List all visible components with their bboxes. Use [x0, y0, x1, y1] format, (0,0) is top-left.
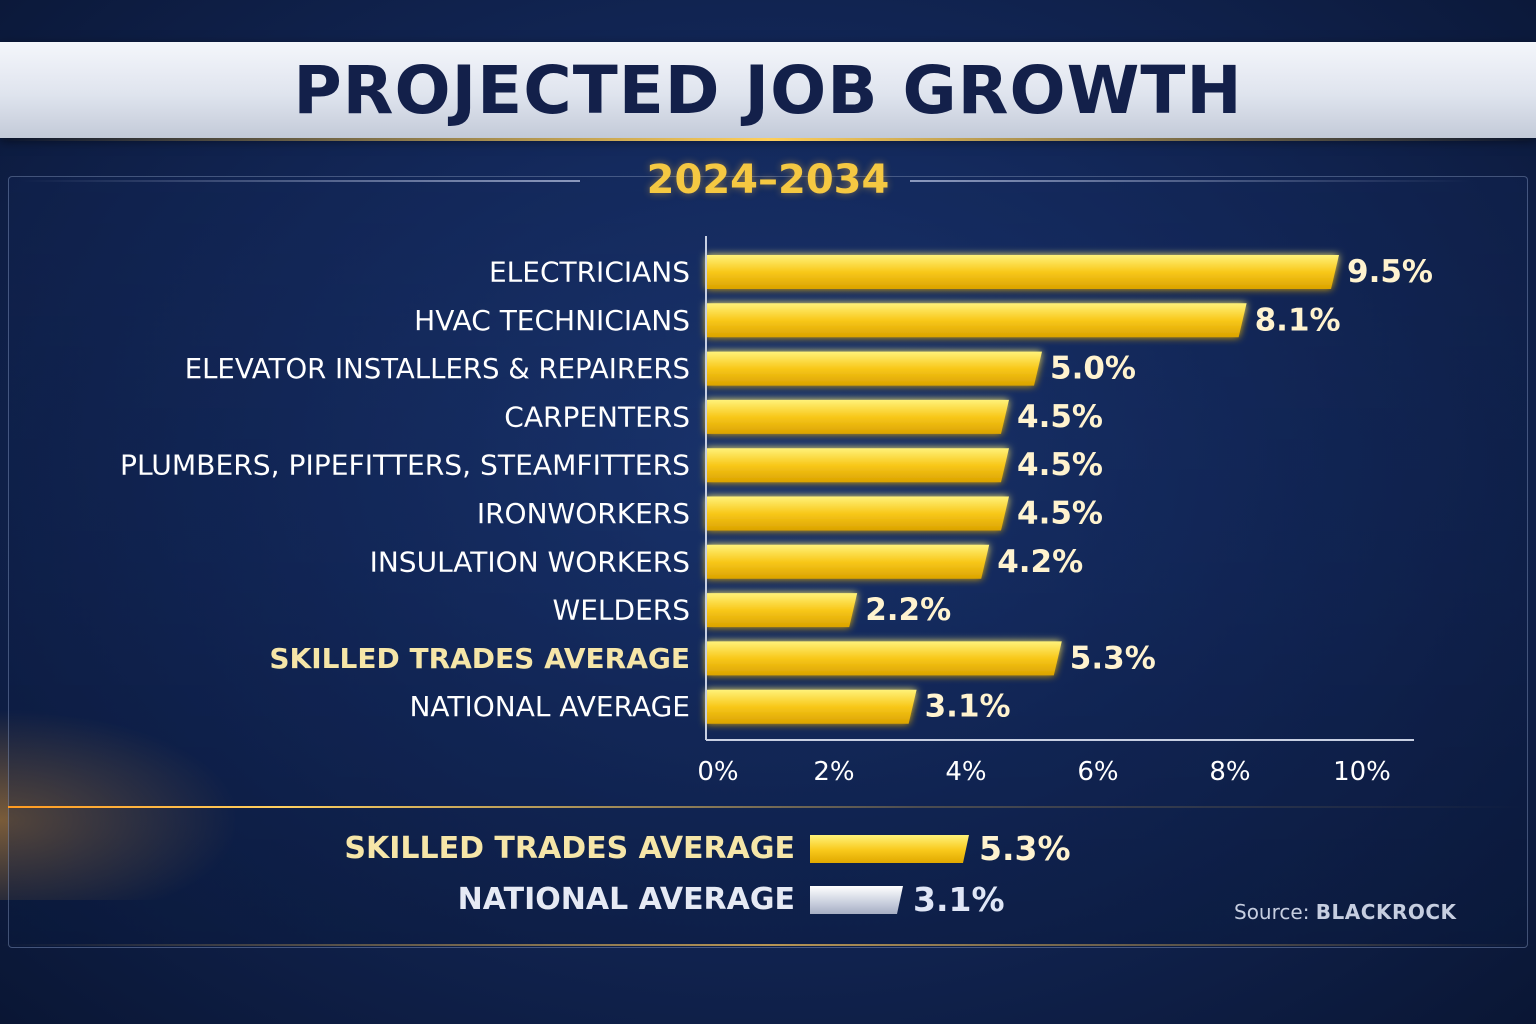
title-band: [0, 42, 1536, 141]
source-credit: Source: BLACKROCK: [1234, 896, 1457, 928]
comparison-value-national: 3.1%: [913, 880, 1005, 919]
x-tick-label-6: 6%: [1077, 757, 1118, 787]
value-label-elevator-installers-repairers: 5.0%: [1050, 351, 1136, 387]
bar-carpenters: [706, 399, 1009, 434]
bar-hvac-technicians: [706, 303, 1247, 338]
bar-electricians: [706, 255, 1339, 289]
x-tick-label-0: 0%: [697, 757, 738, 787]
category-label-national-average: NATIONAL AVERAGE: [409, 690, 690, 723]
comparison-bar-skilled-trades: [810, 835, 969, 863]
value-label-skilled-trades-average: 5.3%: [1070, 640, 1156, 676]
decorative-glow: [0, 700, 260, 900]
comparison-label-national: NATIONAL AVERAGE: [457, 882, 795, 917]
category-label-ironworkers: IRONWORKERS: [477, 497, 690, 530]
category-label-skilled-trades-average: SKILLED TRADES AVERAGE: [269, 642, 690, 675]
category-label-plumbers-pipefitters-steamfitters: PLUMBERS, PIPEFITTERS, STEAMFITTERS: [120, 449, 690, 482]
category-label-hvac-technicians: HVAC TECHNICIANS: [414, 304, 690, 337]
bar-elevator-installers-repairers: [706, 351, 1042, 386]
comparison-value-skilled-trades: 5.3%: [979, 829, 1071, 868]
x-tick-label-8: 8%: [1209, 757, 1250, 787]
chart-subtitle: 2024–2034: [646, 157, 890, 203]
source-prefix: Source:: [1234, 900, 1316, 924]
category-label-welders: WELDERS: [553, 594, 690, 627]
category-label-insulation-workers: INSULATION WORKERS: [370, 545, 690, 578]
x-tick-label-2: 2%: [813, 757, 854, 787]
x-tick-label-4: 4%: [945, 757, 986, 787]
subtitle-rule-right: [910, 180, 1470, 182]
value-label-plumbers-pipefitters-steamfitters: 4.5%: [1017, 447, 1103, 483]
bar-insulation-workers: [706, 544, 990, 579]
category-label-carpenters: CARPENTERS: [504, 400, 690, 433]
section-divider: [8, 806, 1526, 808]
value-label-carpenters: 4.5%: [1017, 399, 1103, 435]
bar-plumbers-pipefitters-steamfitters: [706, 448, 1009, 483]
value-label-electricians: 9.5%: [1347, 254, 1433, 290]
value-label-hvac-technicians: 8.1%: [1255, 302, 1341, 338]
source-brand: BLACKROCK: [1315, 900, 1457, 924]
bar-ironworkers: [706, 496, 1009, 531]
subtitle-rule-left: [20, 180, 580, 182]
value-label-welders: 2.2%: [865, 592, 951, 628]
category-label-electricians: ELECTRICIANS: [489, 256, 690, 289]
comparison-label-skilled-trades: SKILLED TRADES AVERAGE: [344, 831, 795, 866]
x-tick-label-10: 10%: [1333, 757, 1391, 787]
value-label-national-average: 3.1%: [925, 689, 1011, 725]
category-label-elevator-installers-repairers: ELEVATOR INSTALLERS & REPAIRERS: [185, 352, 690, 385]
comparison-bar-national: [810, 886, 903, 914]
bar-national-average: [706, 689, 917, 724]
value-label-ironworkers: 4.5%: [1017, 496, 1103, 532]
bar-welders: [706, 593, 858, 628]
value-label-insulation-workers: 4.2%: [997, 544, 1083, 580]
chart-title: PROJECTED JOB GROWTH: [293, 52, 1243, 129]
bottom-rule: [0, 944, 1536, 946]
bar-skilled-trades-average: [706, 641, 1062, 676]
